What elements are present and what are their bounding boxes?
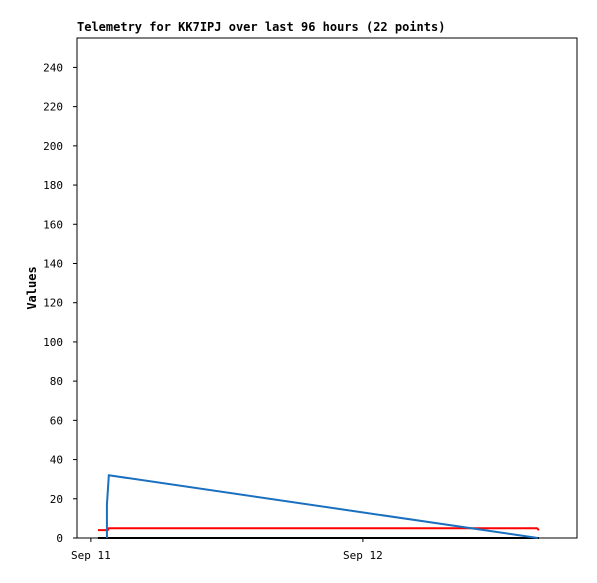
y-tick-label: 120 <box>43 297 63 310</box>
y-tick-label: 20 <box>50 493 63 506</box>
y-tick-label: 100 <box>43 336 63 349</box>
y-tick-label: 180 <box>43 179 63 192</box>
x-tick-label: Sep 12 <box>343 549 383 562</box>
plot-frame <box>76 37 578 539</box>
y-tick-label: 40 <box>50 454 63 467</box>
series-line <box>105 474 538 539</box>
y-tick-label: 60 <box>50 414 63 427</box>
y-tick-label: 240 <box>43 61 63 74</box>
y-tick-label: 200 <box>43 140 63 153</box>
y-tick-label: 220 <box>43 101 63 114</box>
series-line <box>97 527 540 532</box>
y-tick-label: 160 <box>43 218 63 231</box>
y-tick-label: 140 <box>43 257 63 270</box>
x-tick-label: Sep 11 <box>71 549 111 562</box>
y-axis-label: Values <box>25 266 39 309</box>
y-tick-label: 0 <box>56 532 63 545</box>
y-tick-label: 80 <box>50 375 63 388</box>
chart-title: Telemetry for KK7IPJ over last 96 hours … <box>77 20 445 34</box>
